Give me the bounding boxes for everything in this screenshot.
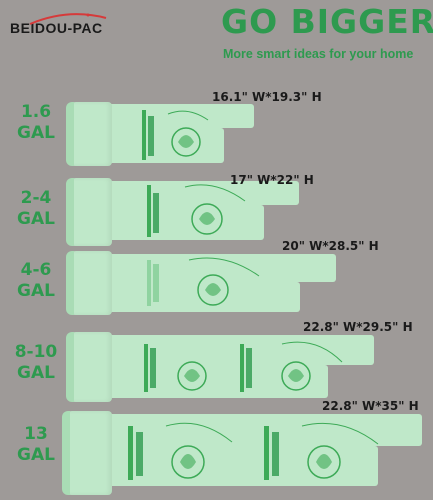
bag-roll bbox=[62, 411, 112, 495]
roll-edge bbox=[66, 178, 74, 246]
brand-logo: BEIDOU-PAC bbox=[10, 13, 107, 38]
bag-roll bbox=[66, 102, 112, 166]
page-title: GO BIGGER! bbox=[221, 2, 433, 41]
gal-value: 1.6 bbox=[20, 102, 52, 122]
size-row: 2-4 GAL 17" W*22" H bbox=[0, 165, 433, 250]
page-subtitle: More smart ideas for your home bbox=[223, 47, 414, 61]
gal-unit: GAL bbox=[17, 123, 55, 143]
gal-label: 13 GAL bbox=[8, 424, 64, 466]
gal-value: 13 bbox=[24, 424, 48, 444]
size-label: 17" W*22" H bbox=[230, 173, 314, 187]
gal-label: 4-6 GAL bbox=[8, 260, 64, 302]
bag-sheet bbox=[104, 104, 254, 128]
size-row: 13 GAL 22.8" W*35" H bbox=[0, 398, 433, 500]
gal-label: 1.6 GAL bbox=[8, 102, 64, 144]
gal-value: 2-4 bbox=[20, 188, 52, 208]
bag-roll bbox=[66, 332, 112, 402]
size-label: 16.1" W*19.3" H bbox=[212, 90, 322, 104]
roll-edge bbox=[66, 251, 74, 315]
earth-print-icon bbox=[240, 341, 343, 392]
size-row: 4-6 GAL 20" W*28.5" H bbox=[0, 238, 433, 323]
roll-edge bbox=[62, 411, 70, 495]
gal-label: 2-4 GAL bbox=[8, 188, 64, 230]
gal-label: 8-10 GAL bbox=[8, 342, 64, 384]
swoosh-icon bbox=[29, 13, 107, 25]
bag-roll bbox=[66, 251, 112, 315]
bag-sheet bbox=[104, 446, 378, 486]
gal-unit: GAL bbox=[17, 209, 55, 229]
earth-print-icon bbox=[147, 257, 260, 306]
size-label: 20" W*28.5" H bbox=[282, 239, 379, 253]
gal-unit: GAL bbox=[17, 445, 55, 465]
gal-value: 4-6 bbox=[20, 260, 52, 280]
size-label: 22.8" W*35" H bbox=[322, 399, 419, 413]
earth-print-icon bbox=[264, 422, 379, 480]
bag-sheet bbox=[104, 128, 224, 163]
bag-roll bbox=[66, 178, 112, 246]
size-label: 22.8" W*29.5" H bbox=[303, 320, 413, 334]
bag-sheet bbox=[104, 335, 374, 365]
gal-unit: GAL bbox=[17, 281, 55, 301]
roll-edge bbox=[66, 102, 74, 166]
size-row: 1.6 GAL 16.1" W*19.3" H bbox=[0, 90, 433, 170]
gal-value: 8-10 bbox=[14, 342, 58, 362]
earth-print-icon bbox=[128, 422, 233, 480]
brand-name: BEIDOU-PAC bbox=[10, 20, 103, 36]
earth-print-icon bbox=[144, 344, 207, 392]
size-row: 8-10 GAL 22.8" W*29.5" H bbox=[0, 318, 433, 408]
roll-edge bbox=[66, 332, 74, 402]
gal-unit: GAL bbox=[17, 363, 55, 383]
earth-print-icon bbox=[147, 184, 246, 237]
earth-print-icon bbox=[142, 110, 209, 160]
bag-sheet bbox=[104, 365, 328, 398]
bag-sheet bbox=[104, 205, 264, 240]
bag-sheet bbox=[104, 282, 300, 312]
bag-sheet bbox=[104, 414, 422, 446]
